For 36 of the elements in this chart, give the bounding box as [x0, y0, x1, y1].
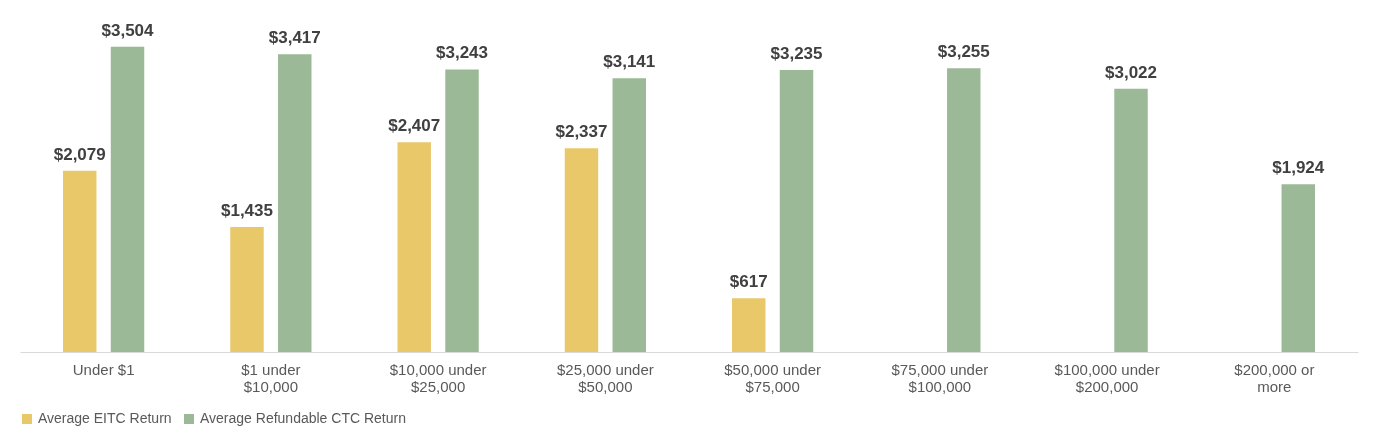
data-label: $2,407: [388, 116, 441, 136]
x-tick-label: $1 under $10,000: [241, 360, 301, 395]
bar: [1281, 184, 1315, 352]
data-label: $3,022: [1105, 62, 1158, 82]
x-tick-label: $10,000 under $25,000: [389, 360, 487, 395]
bar: [612, 78, 646, 352]
bar: [1114, 88, 1148, 352]
x-tick-label: $75,000 under $100,000: [891, 360, 989, 395]
bar: [779, 70, 814, 352]
data-label: $1,435: [220, 200, 273, 220]
x-tick-label: $100,000 under $200,000: [1054, 360, 1160, 395]
legend-label: Average EITC Return: [38, 410, 172, 426]
bar: [564, 148, 599, 352]
bar: [445, 69, 479, 352]
x-tick-label: Under $1: [72, 360, 135, 378]
legend-label: Average Refundable CTC Return: [200, 410, 406, 426]
data-label: $3,243: [436, 43, 489, 63]
data-label: $2,079: [53, 144, 106, 164]
data-label: $3,417: [268, 28, 321, 48]
data-label: $1,924: [1272, 158, 1325, 178]
bar: [110, 46, 145, 352]
data-label: $3,235: [770, 44, 823, 64]
data-label: $617: [729, 272, 768, 292]
bar: [278, 54, 312, 352]
data-label: $3,141: [603, 52, 656, 72]
bar: [732, 298, 766, 352]
bar: [63, 170, 97, 352]
x-tick-label: $25,000 under $50,000: [556, 360, 654, 395]
bar: [947, 68, 981, 352]
data-label: $3,255: [937, 42, 990, 62]
data-label: $3,504: [101, 20, 155, 40]
bar: [397, 142, 431, 352]
x-tick-label: $50,000 under $75,000: [724, 360, 822, 395]
bar: [230, 226, 264, 352]
x-tick-label: $200,000 or more: [1234, 360, 1315, 395]
data-label: $2,337: [555, 122, 608, 142]
